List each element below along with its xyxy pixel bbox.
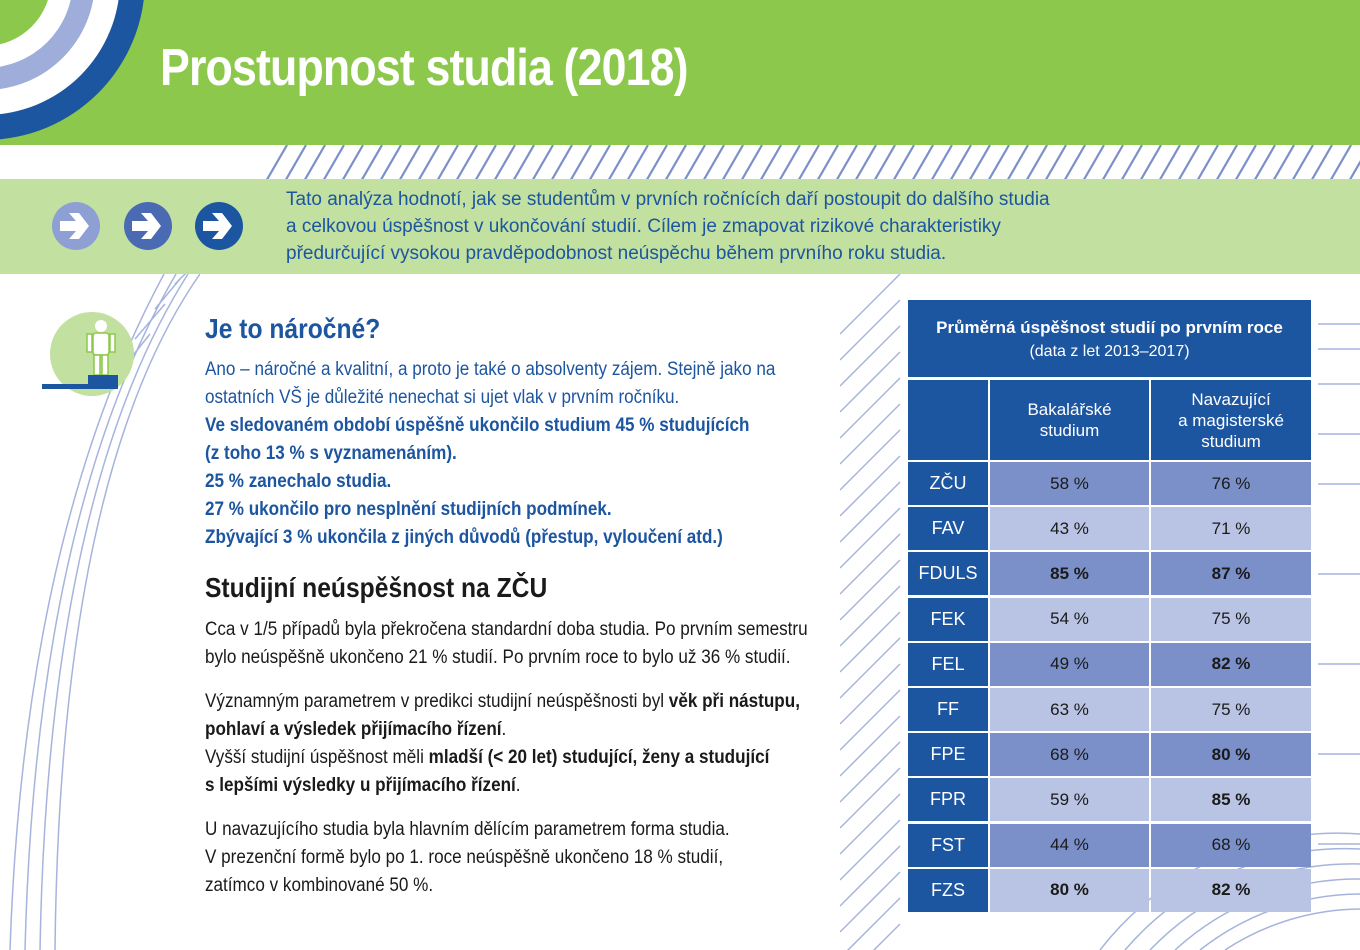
text-line: zatímco v kombinované 50 %. xyxy=(205,875,434,896)
table-row-faculty: FEL xyxy=(908,642,988,686)
table-cell-bachelor: 44 % xyxy=(990,823,1149,867)
table-subtitle: (data z let 2013–2017) xyxy=(1029,343,1190,360)
intro-line: Tato analýza hodnotí, jak se studentům v… xyxy=(286,189,1050,210)
stat-line: 27 % ukončilo pro nesplnění studijních p… xyxy=(205,499,612,520)
header-banner: Prostupnost studia (2018) xyxy=(0,0,1360,145)
table-cell-master: 75 % xyxy=(1151,597,1311,641)
table-row-faculty: FPR xyxy=(908,778,988,822)
header-line: Bakalářské xyxy=(1027,400,1112,419)
table-row-faculty: FEK xyxy=(908,597,988,641)
arrow-right-circle-icon xyxy=(124,202,172,250)
arrow-right-circle-icon xyxy=(195,202,243,250)
table-cell-bachelor: 68 % xyxy=(990,733,1149,777)
hatch-decoration xyxy=(264,145,1360,183)
paragraph: Významným parametrem v predikci studijní… xyxy=(205,688,845,800)
header-line: studium xyxy=(1039,421,1100,440)
table-cell-master: 68 % xyxy=(1151,823,1311,867)
person-on-podium-icon xyxy=(42,312,134,396)
stat-line: (z toho 13 % s vyznamenáním). xyxy=(205,443,457,464)
text-line: Ano – náročné a kvalitní, a proto je tak… xyxy=(205,359,776,380)
text-line: pohlaví a výsledek přijímacího řízení. xyxy=(205,716,781,744)
text-run-bold: pohlaví a výsledek přijímacího řízení xyxy=(205,719,502,740)
table-row-faculty: FPE xyxy=(908,733,988,777)
table-row-faculty: ZČU xyxy=(908,462,988,505)
text-line: ostatních VŠ je důležité nenechat si uje… xyxy=(205,387,680,408)
header-line: a magisterské xyxy=(1178,410,1284,430)
table-row-faculty: FZS xyxy=(908,868,988,912)
text-line: Vyšší studijní úspěšnost měli mladší (< … xyxy=(205,744,781,772)
table-cell-master: 82 % xyxy=(1151,642,1311,686)
text-run: . xyxy=(501,719,507,740)
text-run-bold: s lepšími výsledky u přijímacího řízení xyxy=(205,775,516,796)
table-cell-master: 85 % xyxy=(1151,778,1311,822)
table-row-faculty: FDULS xyxy=(908,552,988,596)
table-title-block: Průměrná úspěšnost studií po prvním roce… xyxy=(908,300,1311,377)
text-line: Významným parametrem v predikci studijní… xyxy=(205,688,800,716)
table-row-faculty: FAV xyxy=(908,507,988,551)
section-body-narocne: Ano – náročné a kvalitní, a proto je tak… xyxy=(205,356,845,552)
table-cell-bachelor: 54 % xyxy=(990,597,1149,641)
section-heading-neuspesnost: Studijní neúspěšnost na ZČU xyxy=(205,572,548,603)
arrow-right-circle-icon xyxy=(52,202,100,250)
header-line: studium xyxy=(1201,431,1261,451)
intro-text: Tato analýza hodnotí, jak se studentům v… xyxy=(286,186,1336,267)
table-cell-master: 82 % xyxy=(1151,868,1311,912)
text-run: Významným parametrem v predikci studijní… xyxy=(205,691,669,712)
table-cell-bachelor: 63 % xyxy=(990,688,1149,731)
paragraph: Cca v 1/5 případů byla překročena standa… xyxy=(205,616,845,672)
text-run: Vyšší studijní úspěšnost měli xyxy=(205,747,429,768)
text-run: . xyxy=(515,775,521,796)
stat-line: 25 % zanechalo studia. xyxy=(205,471,392,492)
table-cell-bachelor: 85 % xyxy=(990,552,1149,596)
text-line: s lepšími výsledky u přijímacího řízení. xyxy=(205,772,781,800)
paragraph: U navazujícího studia byla hlavním dělíc… xyxy=(205,816,845,900)
table-cell-master: 87 % xyxy=(1151,552,1311,596)
table-cell-bachelor: 43 % xyxy=(990,507,1149,551)
text-line: bylo neúspěšně ukončeno 21 % studií. Po … xyxy=(205,647,791,668)
circle-arc-decoration xyxy=(0,0,144,140)
table-cell-bachelor: 59 % xyxy=(990,778,1149,822)
table-cell-bachelor: 49 % xyxy=(990,642,1149,686)
table-cell-bachelor: 80 % xyxy=(990,868,1149,912)
table-cell-bachelor: 58 % xyxy=(990,462,1149,505)
table-header-bachelor: Bakalářské studium xyxy=(990,380,1149,460)
header-line: Navazující xyxy=(1191,389,1271,409)
table-cell-master: 75 % xyxy=(1151,688,1311,731)
table-cell-master: 76 % xyxy=(1151,462,1311,505)
text-run-bold: věk při nástupu, xyxy=(668,691,800,712)
intro-line: a celkovou úspěšnost v ukončování studií… xyxy=(286,216,1001,237)
table-row-faculty: FST xyxy=(908,823,988,867)
intro-line: předurčující vysokou pravděpodobnost neú… xyxy=(286,243,947,264)
stat-line: Ve sledovaném období úspěšně ukončilo st… xyxy=(205,415,750,436)
text-line: Cca v 1/5 případů byla překročena standa… xyxy=(205,619,808,640)
table-cell-master: 71 % xyxy=(1151,507,1311,551)
table-header-corner xyxy=(908,380,988,460)
table-header-master: Navazující a magisterské studium xyxy=(1151,380,1311,460)
text-run-bold: mladší (< 20 let) studující, ženy a stud… xyxy=(428,747,770,768)
table-title: Průměrná úspěšnost studií po prvním roce xyxy=(936,318,1283,337)
table-cell-master: 80 % xyxy=(1151,733,1311,777)
stat-line: Zbývající 3 % ukončila z jiných důvodů (… xyxy=(205,527,723,548)
section-heading-narocne: Je to náročné? xyxy=(205,313,381,344)
table-row-faculty: FF xyxy=(908,688,988,731)
text-line: V prezenční formě bylo po 1. roce neúspě… xyxy=(205,847,724,868)
page-title: Prostupnost studia (2018) xyxy=(160,39,689,97)
text-line: U navazujícího studia byla hlavním dělíc… xyxy=(205,819,730,840)
